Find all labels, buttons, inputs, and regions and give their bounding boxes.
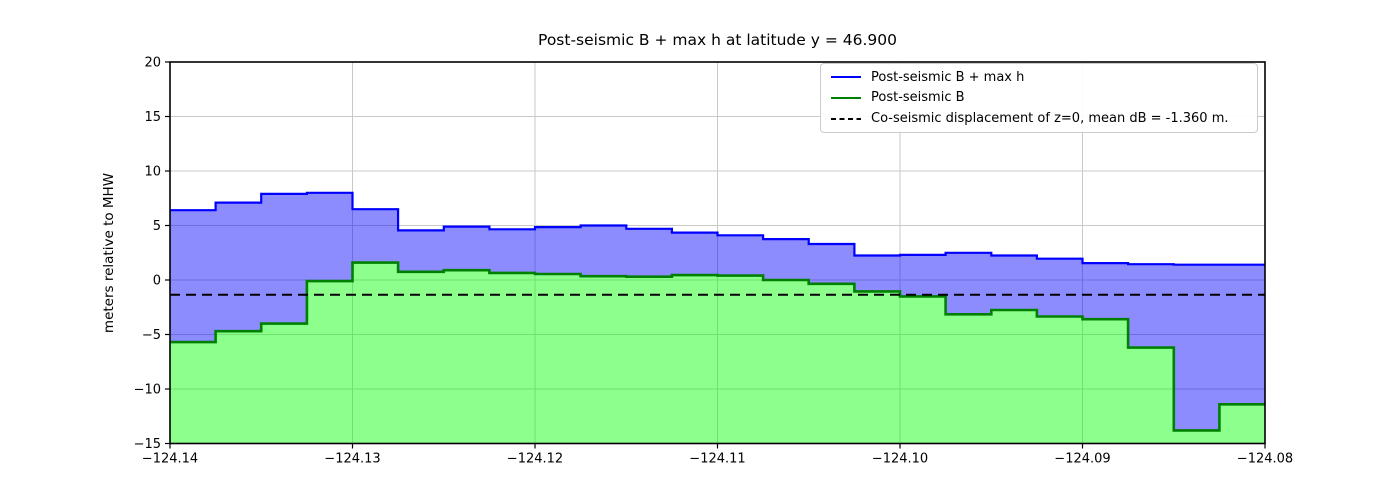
legend-item-blue: Post-seismic B + max h xyxy=(830,70,1248,84)
x-tick-label: −124.14 xyxy=(142,451,198,466)
y-tick-label: −5 xyxy=(142,328,161,343)
legend-label-green: Post-seismic B xyxy=(871,90,965,106)
y-tick-label: −15 xyxy=(134,437,161,452)
legend-label-blue: Post-seismic B + max h xyxy=(871,69,1025,85)
legend-item-green: Post-seismic B xyxy=(830,91,1248,105)
series-blue-area xyxy=(170,192,1265,431)
legend-item-dashed: Co-seismic displacement of z=0, mean dB … xyxy=(830,112,1248,126)
y-tick-label: 0 xyxy=(153,274,161,289)
y-tick-label: 20 xyxy=(144,56,161,71)
series-green-line xyxy=(170,261,1265,432)
plot-area: −124.14 −124.13 −124.12 −124.11 −124.10 −124.… xyxy=(134,56,1294,467)
x-tick-label: −124.11 xyxy=(689,451,745,466)
y-tick-label: 15 xyxy=(144,110,161,125)
legend: Post-seismic B + max h Post-seismic B Co… xyxy=(820,63,1258,133)
series-green-area xyxy=(170,262,1265,444)
dashed-line-sample-icon xyxy=(831,117,861,120)
y-tick-label: 5 xyxy=(153,219,161,234)
y-tick-label: 10 xyxy=(144,165,161,180)
y-tick-label: −10 xyxy=(134,383,161,398)
x-tick-label: −124.13 xyxy=(324,451,380,466)
x-tick-label: −124.09 xyxy=(1054,451,1110,466)
green-line-sample-icon xyxy=(831,96,861,99)
x-tick-label: −124.10 xyxy=(872,451,928,466)
y-axis-label: meters relative to MHW xyxy=(101,173,117,333)
x-tick-label: −124.12 xyxy=(507,451,563,466)
series-blue-line xyxy=(170,191,1265,266)
x-tick-label: −124.08 xyxy=(1237,451,1293,466)
blue-line-sample-icon xyxy=(831,76,861,79)
legend-label-dashed: Co-seismic displacement of z=0, mean dB … xyxy=(871,111,1229,127)
chart-title: Post-seismic B + max h at latitude y = 4… xyxy=(538,31,897,49)
